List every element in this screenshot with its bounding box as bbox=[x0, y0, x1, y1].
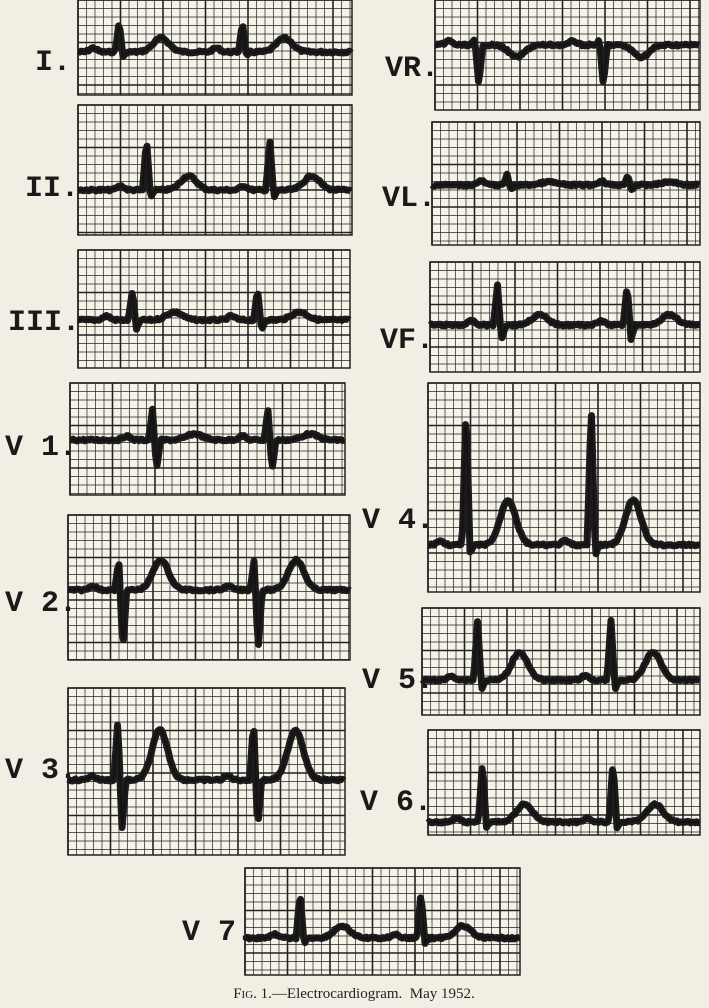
ecg-trace-core bbox=[427, 768, 700, 831]
ecg-strip bbox=[425, 729, 702, 836]
caption-figure: Fig. 1. bbox=[233, 986, 272, 1002]
ecg-strip bbox=[76, 104, 353, 236]
ecg-strip bbox=[68, 382, 347, 496]
lead-label: VR. bbox=[385, 52, 439, 86]
lead-label: V 2. bbox=[5, 587, 77, 621]
lead-label: V 7. bbox=[182, 916, 254, 950]
lead-label: VL. bbox=[382, 182, 436, 216]
lead-label: V 4. bbox=[362, 504, 434, 538]
ecg-trace-core bbox=[77, 141, 352, 200]
ecg-trace-core bbox=[244, 897, 520, 947]
ecg-strip bbox=[427, 261, 702, 373]
ecg-trace-core bbox=[68, 557, 351, 645]
ecg-trace-core bbox=[434, 38, 700, 82]
ecg-trace-core bbox=[77, 24, 352, 59]
lead-label: III. bbox=[8, 306, 80, 340]
grid-paper bbox=[77, 104, 353, 236]
lead-label: VF. bbox=[380, 324, 434, 358]
lead-label: I. bbox=[35, 46, 71, 80]
ecg-strip bbox=[66, 514, 352, 661]
ecg-trace-core bbox=[427, 415, 700, 555]
ecg-strip bbox=[426, 382, 702, 593]
ecg-trace-core bbox=[77, 291, 350, 331]
grid-paper bbox=[429, 261, 701, 373]
ecg-trace-core bbox=[69, 409, 345, 467]
ecg-strip bbox=[76, 0, 354, 96]
lead-label: II. bbox=[25, 172, 79, 206]
ecg-trace-core bbox=[421, 620, 700, 689]
grid-paper bbox=[67, 687, 346, 856]
ecg-trace-core bbox=[429, 284, 701, 340]
caption-text: —Electrocardiogram. May 1952. bbox=[271, 986, 475, 1002]
caption: Fig. 1.—Electrocardiogram. May 1952. bbox=[233, 986, 475, 1002]
ecg-strip bbox=[419, 607, 702, 716]
ecg-trace-core bbox=[431, 171, 700, 191]
grid-paper bbox=[421, 607, 701, 716]
ecg-strip bbox=[429, 121, 701, 246]
lead-label: V 3. bbox=[5, 754, 77, 788]
lead-label: V 5. bbox=[362, 664, 434, 698]
ecg-strip bbox=[433, 0, 701, 111]
ecg-strip bbox=[66, 687, 347, 856]
ecg-strip bbox=[76, 249, 352, 369]
lead-label: V 6. bbox=[360, 786, 432, 820]
ecg-trace-core bbox=[67, 725, 345, 828]
grid-paper bbox=[244, 867, 521, 976]
ecg-strip bbox=[243, 867, 522, 976]
lead-label: V 1. bbox=[5, 431, 77, 465]
